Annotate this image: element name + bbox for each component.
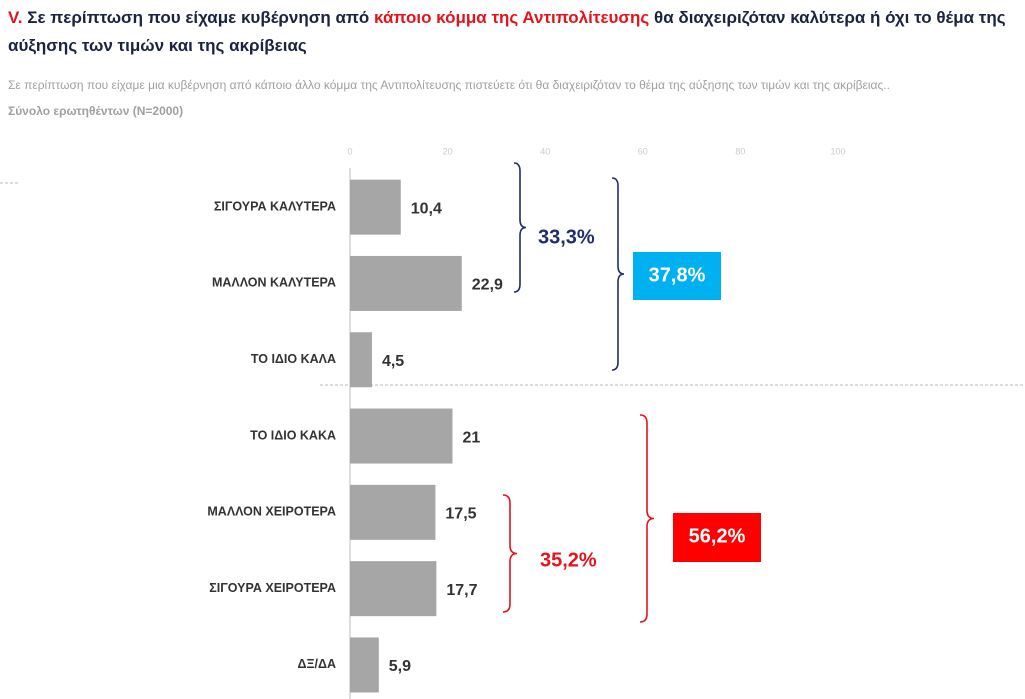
- x-tick-label: 80: [735, 146, 745, 156]
- bar: [350, 332, 372, 388]
- annotation-label: 35,2%: [540, 549, 597, 571]
- x-tick-label: 40: [540, 146, 550, 156]
- value-label: 17,7: [446, 582, 477, 599]
- bar: [350, 255, 462, 311]
- annotation-label: 56,2%: [689, 525, 746, 547]
- subtitle: Σε περίπτωση που είχαμε μια κυβέρνηση απ…: [8, 78, 890, 92]
- bar: [350, 561, 437, 617]
- value-label: 4,5: [382, 353, 404, 370]
- x-tick-label: 60: [638, 146, 648, 156]
- bar: [350, 484, 436, 540]
- title-part: Σε περίπτωση που είχαμε κυβέρνηση από: [27, 8, 370, 27]
- bar: [350, 637, 379, 693]
- value-label: 21: [462, 429, 480, 446]
- category-label: ΜΑΛΛΟΝ ΚΑΛΥΤΕΡΑ: [212, 276, 336, 290]
- bracket: [513, 162, 527, 293]
- bracket: [502, 494, 518, 613]
- bracket: [639, 414, 655, 623]
- annotation-box: [633, 252, 721, 300]
- category-label: ΔΞ/ΔΑ: [297, 657, 336, 671]
- x-tick-label: 20: [443, 146, 453, 156]
- annotation-label: 37,8%: [649, 264, 706, 286]
- value-label: 5,9: [389, 658, 411, 675]
- title-part: κάποιο κόμμα της Αντιπολίτευσης: [374, 8, 650, 27]
- title: V. Σε περίπτωση που είχαμε κυβέρνηση από…: [8, 4, 1023, 60]
- category-label: ΤΟ ΙΔΙΟ ΚΑΛΑ: [251, 352, 336, 366]
- subtitle: Σύνολο ερωτηθέντων (N=2000): [8, 104, 184, 118]
- bar: [350, 179, 401, 235]
- category-label: ΜΑΛΛΟΝ ΧΕΙΡΟΤΕΡΑ: [207, 505, 336, 519]
- value-label: 22,9: [472, 277, 503, 294]
- x-tick-label: 0: [347, 146, 352, 156]
- category-label: ΣΙΓΟΥΡΑ ΧΕΙΡΟΤΕΡΑ: [209, 581, 336, 595]
- title-part: θα διαχειριζόταν καλύτερα ή όχι το θέμα …: [8, 8, 1006, 55]
- category-label: ΣΙΓΟΥΡΑ ΚΑΛΥΤΕΡΑ: [214, 199, 336, 213]
- value-label: 10,4: [411, 200, 442, 217]
- bar: [350, 408, 453, 464]
- annotation-box: [673, 513, 761, 562]
- bracket: [611, 177, 625, 371]
- annotation-label: 33,3%: [538, 226, 595, 248]
- category-label: ΤΟ ΙΔΙΟ ΚΑΚΑ: [250, 428, 336, 442]
- value-label: 17,5: [445, 506, 476, 523]
- title-part: V.: [8, 8, 23, 27]
- x-tick-label: 100: [830, 146, 845, 156]
